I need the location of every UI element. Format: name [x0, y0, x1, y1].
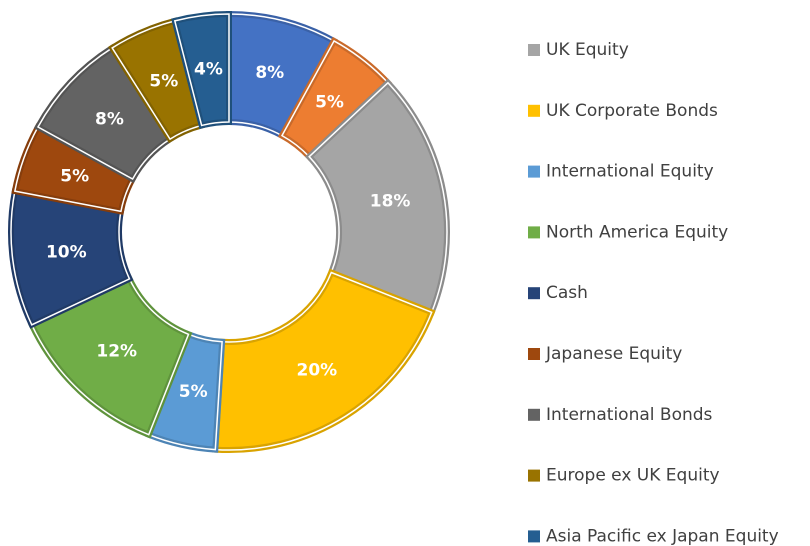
legend-swatch [528, 287, 540, 300]
legend-label: North America Equity [546, 222, 728, 242]
data-label: 5% [60, 166, 89, 186]
legend-swatch [528, 469, 540, 482]
data-label: 20% [297, 360, 338, 380]
data-label: 4% [194, 59, 223, 79]
legend-swatch [528, 165, 540, 178]
legend-label: UK Corporate Bonds [546, 101, 718, 121]
data-label: 18% [370, 191, 411, 211]
legend-label: Cash [546, 283, 588, 303]
legend-swatch [528, 44, 540, 56]
segment-border [214, 271, 433, 451]
legend-label: International Bonds [546, 405, 713, 425]
legend-swatch [528, 408, 540, 421]
legend-swatch [528, 226, 540, 239]
legend-swatch [528, 348, 540, 360]
legend-label: UK Equity [546, 40, 629, 60]
legend-label: Asia Pacific ex Japan Equity [546, 526, 779, 546]
data-label: 12% [96, 342, 137, 362]
legend-swatch [528, 104, 540, 117]
data-label: 5% [149, 71, 178, 91]
legend-swatch [528, 530, 540, 543]
segment-border [173, 13, 230, 127]
data-label: 5% [315, 92, 344, 112]
segment-border [308, 81, 448, 314]
legend-label: Japanese Equity [545, 344, 682, 364]
data-label: 5% [179, 382, 208, 402]
legend-label: Europe ex UK Equity [546, 466, 720, 486]
data-label: 10% [46, 243, 87, 263]
data-label: 8% [255, 63, 284, 83]
data-label: 8% [95, 110, 124, 130]
legend-label: International Equity [546, 162, 714, 182]
